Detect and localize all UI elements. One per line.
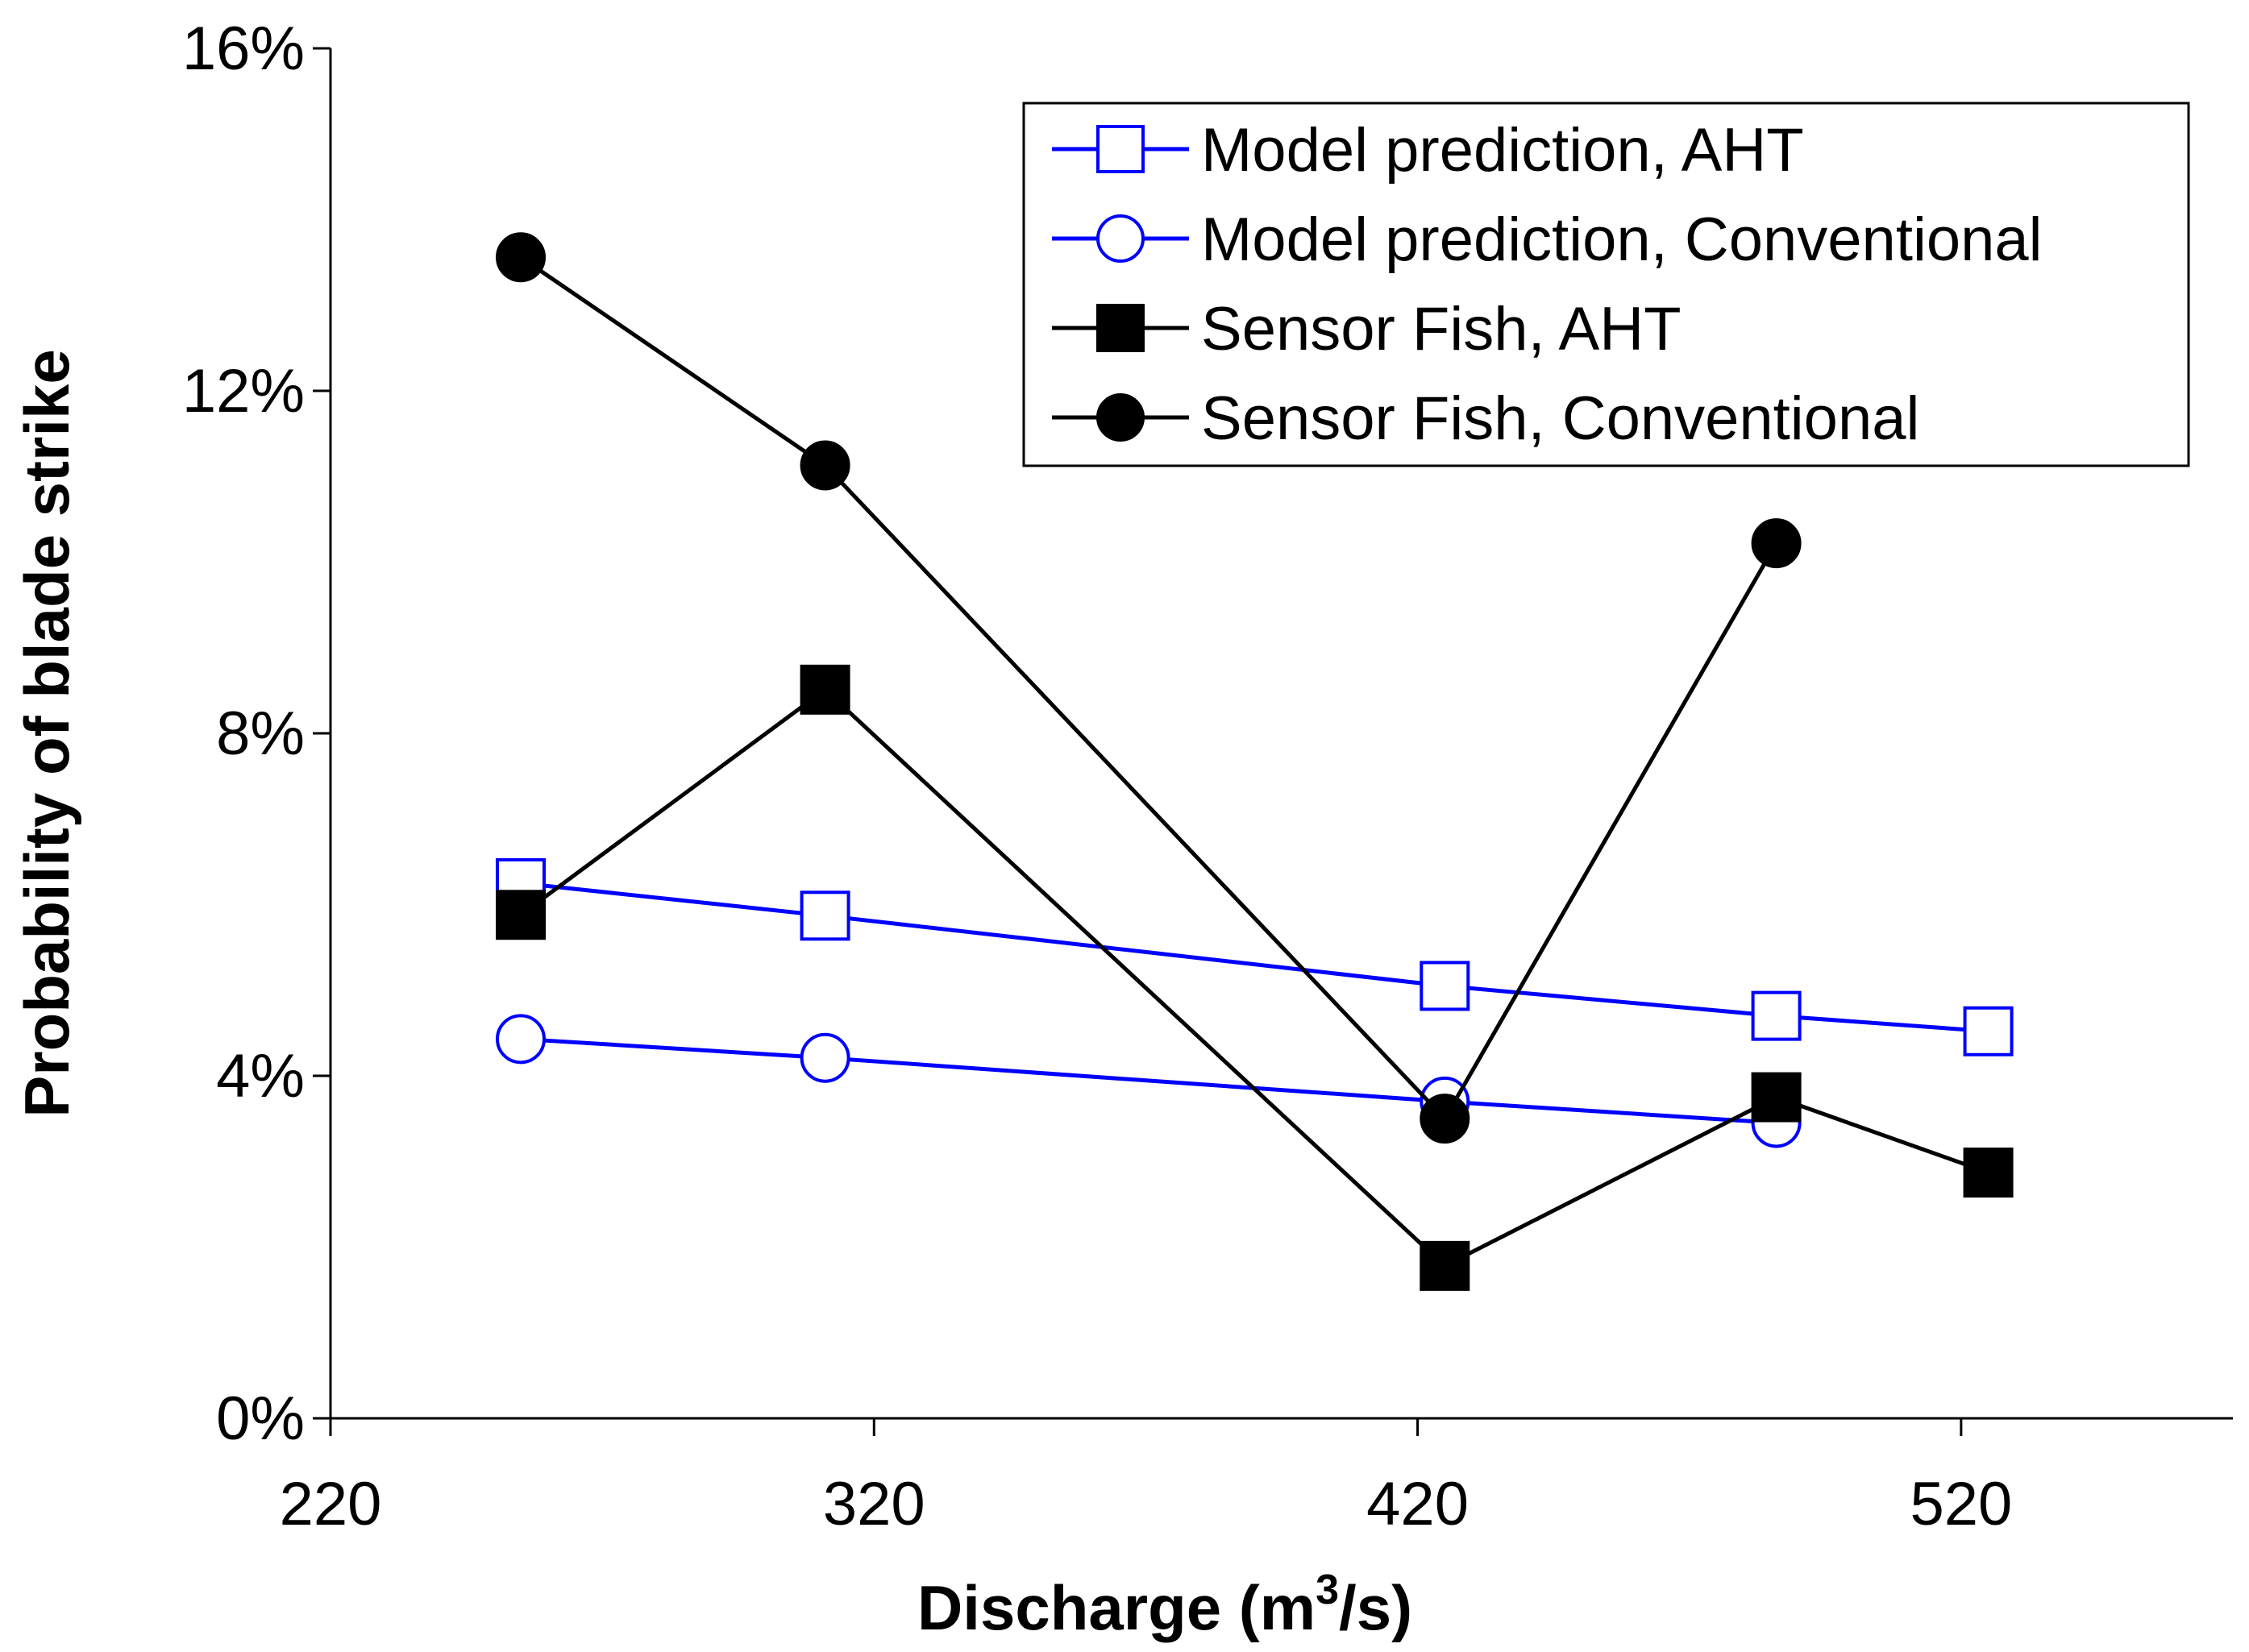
legend-label-sensor-fish-aht: Sensor Fish, AHT (1201, 295, 1682, 363)
sensor-fish-aht-square-marker (800, 664, 850, 715)
legend-label-sensor-fish-conventional: Sensor Fish, Conventional (1201, 384, 1919, 453)
y-tick-label: 8% (216, 699, 305, 768)
series-layer (496, 232, 2014, 1291)
model-prediction-conventional-line (520, 1036, 1777, 1125)
sensor-fish-conventional-circle-marker (1420, 1094, 1470, 1144)
axes: 0% 4% 8% 12% 16% 220 320 420 520 (182, 15, 2233, 1538)
x-axis-title-main: Discharge (m (917, 1572, 1316, 1643)
legend-model-prediction-aht-square-marker (1096, 125, 1145, 173)
legend-model-prediction-conventional-circle-marker (1096, 214, 1145, 263)
model-prediction-aht-square-marker (800, 890, 850, 941)
sensor-fish-conventional-line (519, 255, 1778, 1123)
model-prediction-conventional-circle-marker (496, 1014, 546, 1065)
model-prediction-aht-square-marker (1963, 1006, 2014, 1056)
sensor-fish-aht-square-marker (1420, 1240, 1470, 1291)
legend-sensor-fish-conventional-circle-marker (1096, 393, 1145, 442)
x-axis-title-superscript: 3 (1316, 1567, 1339, 1613)
x-tick-label: 420 (1366, 1470, 1469, 1538)
x-axis-title-tail: /s) (1339, 1572, 1412, 1643)
legend-items: Model prediction, AHT Model prediction, C… (1052, 116, 2043, 453)
series-sensor-fish-aht (496, 664, 2014, 1291)
sensor-fish-conventional-circle-marker (496, 232, 546, 283)
y-tick-label: 12% (182, 357, 305, 425)
model-prediction-aht-square-marker (1751, 990, 1802, 1041)
y-tick-label: 16% (182, 15, 305, 83)
legend-sensor-fish-aht-square-marker (1096, 304, 1145, 352)
sensor-fish-aht-square-marker (1751, 1072, 1802, 1123)
sensor-fish-conventional-circle-marker (1751, 518, 1802, 569)
sensor-fish-aht-square-marker (496, 890, 546, 940)
y-tick-label: 0% (216, 1384, 305, 1453)
x-tick-label: 520 (1910, 1470, 2012, 1538)
sensor-fish-aht-square-marker (1963, 1148, 2014, 1198)
legend: Model prediction, AHT Model prediction, C… (1022, 102, 2190, 467)
x-tick-label: 320 (823, 1470, 925, 1538)
legend-label-model-prediction-conventional: Model prediction, Conventional (1201, 205, 2043, 274)
y-axis-title: Probability of blade strike (11, 349, 82, 1118)
x-axis-title: Discharge (m3/s) (917, 1567, 1412, 1643)
x-tick-label: 220 (280, 1470, 382, 1538)
model-prediction-aht-square-marker (1420, 961, 1470, 1011)
sensor-fish-conventional-circle-marker (800, 440, 850, 491)
series-sensor-fish-conventional (496, 232, 1802, 1144)
legend-box (1022, 102, 2190, 467)
legend-label-model-prediction-aht: Model prediction, AHT (1201, 116, 1804, 185)
y-tick-label: 4% (216, 1042, 305, 1110)
model-prediction-conventional-circle-marker (800, 1032, 850, 1083)
